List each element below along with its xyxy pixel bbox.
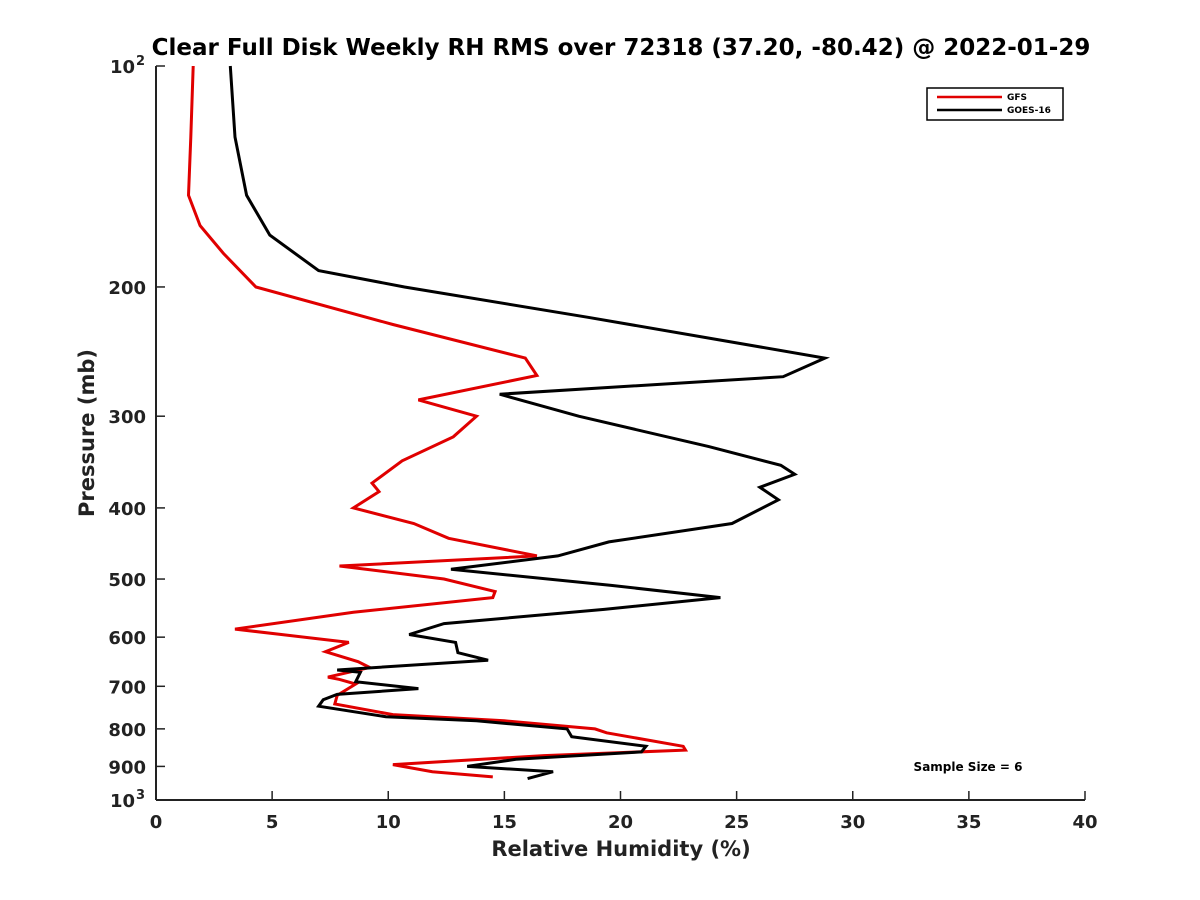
- y-tick-label: 10: [110, 791, 135, 812]
- y-tick-label: 700: [108, 677, 146, 698]
- y-tick-label: 800: [108, 720, 146, 741]
- y-tick-label: 400: [108, 499, 146, 520]
- x-tick-label: 20: [608, 812, 633, 833]
- y-tick-label: 300: [108, 407, 146, 428]
- legend-label-goes16: GOES-16: [1007, 106, 1051, 116]
- x-tick-label: 40: [1072, 812, 1097, 833]
- y-tick-exponent: 2: [136, 54, 145, 69]
- series-line-goes-16: [228, 65, 831, 781]
- x-tick-label: 5: [266, 812, 279, 833]
- x-tick-label: 10: [376, 812, 401, 833]
- series-layer: [186, 65, 831, 781]
- x-tick-label: 15: [492, 812, 517, 833]
- y-axis-label: Pressure (mb): [75, 349, 99, 517]
- axes-layer: [155, 65, 1086, 801]
- x-tick-label: 30: [840, 812, 865, 833]
- y-tick-label: 900: [108, 757, 146, 778]
- sample-size-annotation: Sample Size = 6: [914, 760, 1023, 774]
- x-tick-label: 35: [956, 812, 981, 833]
- x-tick-label: 0: [150, 812, 163, 833]
- x-tick-label: 25: [724, 812, 749, 833]
- series-line-gfs: [186, 65, 689, 779]
- y-tick-exponent: 3: [136, 788, 145, 803]
- x-axis-label: Relative Humidity (%): [491, 837, 750, 861]
- y-tick-label: 10: [110, 57, 135, 78]
- legend-box: [926, 87, 1064, 121]
- y-tick-label: 200: [108, 278, 146, 299]
- legend: GFS GOES-16: [926, 87, 1064, 121]
- plot-area: [156, 66, 1085, 800]
- y-tick-label: 600: [108, 628, 146, 649]
- chart-title: Clear Full Disk Weekly RH RMS over 72318…: [152, 35, 1091, 61]
- y-tick-label: 500: [108, 570, 146, 591]
- legend-label-gfs: GFS: [1007, 93, 1027, 103]
